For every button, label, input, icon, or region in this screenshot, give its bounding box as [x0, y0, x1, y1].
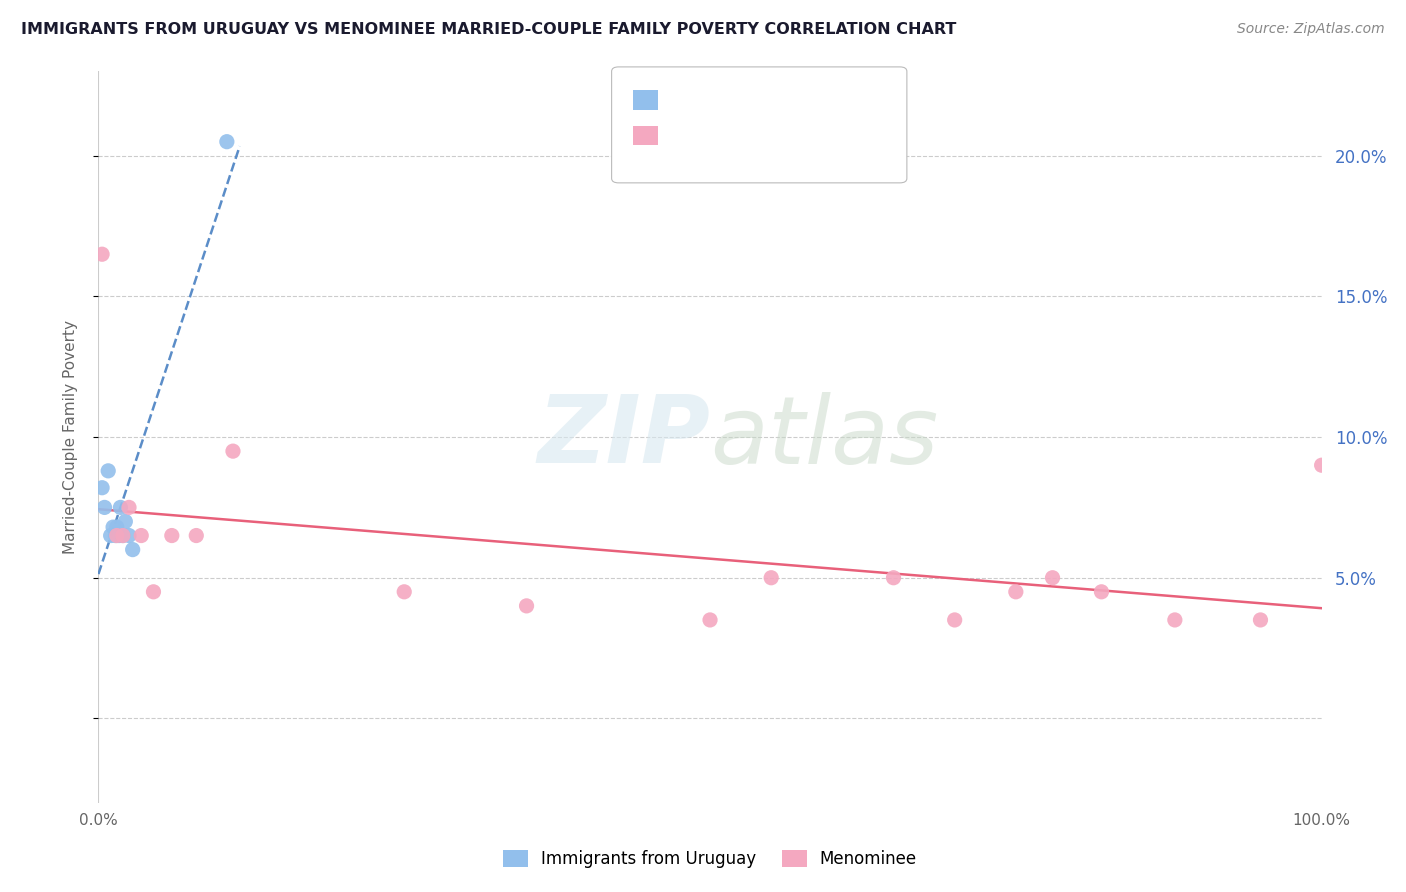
- Text: 14: 14: [787, 89, 810, 107]
- Point: [160, 528, 183, 542]
- Point: [118, 500, 141, 515]
- Point: [1310, 458, 1333, 473]
- Text: 21: 21: [787, 125, 810, 143]
- Point: [699, 613, 721, 627]
- Point: [104, 528, 127, 542]
- Point: [883, 571, 905, 585]
- Point: [516, 599, 538, 613]
- Text: N =: N =: [756, 89, 793, 107]
- Point: [105, 520, 128, 534]
- Text: IMMIGRANTS FROM URUGUAY VS MENOMINEE MARRIED-COUPLE FAMILY POVERTY CORRELATION C: IMMIGRANTS FROM URUGUAY VS MENOMINEE MAR…: [21, 22, 956, 37]
- Point: [215, 135, 238, 149]
- Point: [1004, 584, 1026, 599]
- Point: [943, 613, 966, 627]
- Point: [186, 528, 208, 542]
- Point: [111, 528, 134, 542]
- Point: [1090, 584, 1112, 599]
- Point: [100, 528, 122, 542]
- Point: [110, 500, 132, 515]
- Point: [142, 584, 165, 599]
- Y-axis label: Married-Couple Family Poverty: Married-Couple Family Poverty: [63, 320, 77, 554]
- Text: R =: R =: [668, 89, 704, 107]
- Point: [114, 515, 136, 529]
- Point: [101, 520, 124, 534]
- Point: [222, 444, 245, 458]
- Point: [91, 481, 114, 495]
- Text: N =: N =: [756, 125, 793, 143]
- Text: R =: R =: [668, 125, 704, 143]
- Point: [392, 584, 416, 599]
- Point: [121, 542, 143, 557]
- Text: atlas: atlas: [710, 392, 938, 483]
- Point: [761, 571, 783, 585]
- Text: 0.231: 0.231: [699, 125, 751, 143]
- Legend: Immigrants from Uruguay, Menominee: Immigrants from Uruguay, Menominee: [496, 844, 924, 875]
- Point: [108, 528, 131, 542]
- Point: [97, 464, 120, 478]
- Text: ZIP: ZIP: [537, 391, 710, 483]
- Point: [118, 528, 141, 542]
- Point: [111, 528, 134, 542]
- Point: [91, 247, 114, 261]
- Text: Source: ZipAtlas.com: Source: ZipAtlas.com: [1237, 22, 1385, 37]
- Text: 0.477: 0.477: [699, 89, 752, 107]
- Point: [129, 528, 152, 542]
- Point: [1250, 613, 1272, 627]
- Point: [105, 528, 128, 542]
- Point: [93, 500, 115, 515]
- Point: [1164, 613, 1187, 627]
- Point: [1042, 571, 1064, 585]
